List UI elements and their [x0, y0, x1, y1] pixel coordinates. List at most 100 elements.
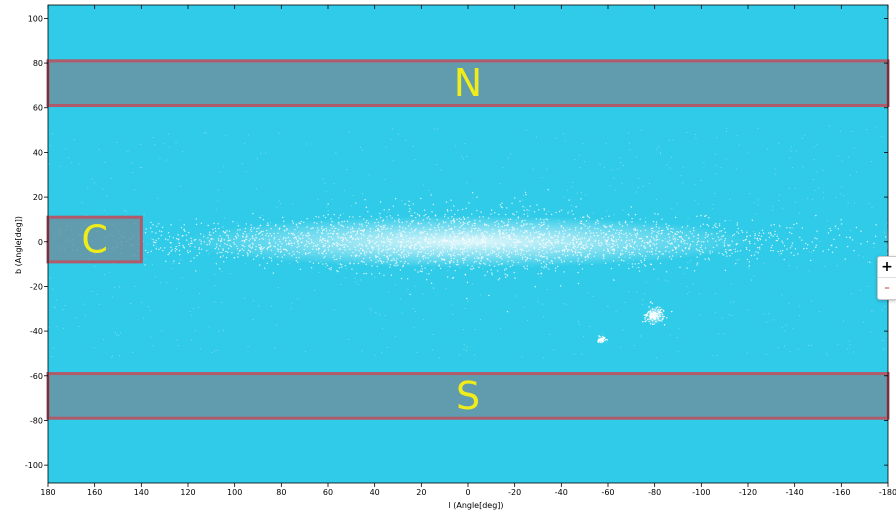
star-point	[450, 199, 452, 201]
star-point	[621, 182, 623, 184]
star-point	[461, 208, 464, 211]
star-point	[849, 230, 851, 232]
star-point	[826, 220, 828, 222]
star-point	[571, 250, 574, 253]
star-point	[476, 242, 478, 245]
zoom-in-button[interactable]: +	[878, 257, 896, 278]
star-point	[615, 239, 617, 241]
star-point	[507, 234, 509, 237]
star-point	[581, 192, 583, 194]
y-tick-label: 40	[33, 148, 43, 157]
y-tick-label: 0	[38, 238, 43, 247]
star-point	[496, 220, 498, 222]
star-point	[504, 224, 506, 227]
star-point	[428, 238, 430, 240]
star-point	[729, 198, 731, 200]
star-point	[884, 231, 886, 233]
star-point	[297, 243, 300, 245]
star-point	[160, 230, 163, 233]
star-point	[720, 166, 722, 168]
star-point	[788, 231, 791, 234]
star-point	[655, 314, 657, 317]
star-point	[608, 225, 611, 227]
star-point	[605, 240, 607, 243]
star-point	[333, 225, 335, 228]
star-point	[468, 240, 470, 243]
star-point	[672, 235, 675, 237]
star-point	[810, 300, 812, 302]
star-point	[50, 277, 52, 279]
star-point	[366, 225, 368, 227]
star-point	[208, 243, 211, 245]
star-point	[723, 242, 726, 244]
star-point	[676, 233, 678, 236]
star-point	[474, 222, 476, 225]
star-point	[608, 215, 610, 217]
star-point	[219, 235, 221, 237]
star-point	[409, 232, 411, 234]
star-point	[511, 202, 513, 204]
star-point	[753, 231, 755, 233]
star-point	[464, 247, 466, 250]
star-point	[256, 230, 258, 233]
star-point	[213, 274, 215, 276]
star-point	[649, 263, 652, 265]
star-point	[636, 233, 639, 235]
star-point	[289, 263, 291, 265]
star-point	[686, 293, 688, 295]
star-point	[686, 225, 689, 227]
star-point	[159, 247, 162, 249]
star-point	[566, 254, 569, 257]
star-point	[546, 245, 548, 247]
star-point	[277, 250, 279, 253]
star-point	[400, 256, 403, 259]
star-point	[386, 261, 388, 263]
star-point	[233, 242, 235, 244]
star-point	[656, 315, 659, 317]
star-point	[434, 227, 436, 229]
star-point	[410, 252, 412, 254]
star-point	[391, 238, 393, 241]
star-point	[503, 269, 506, 271]
x-tick-label: 60	[323, 488, 333, 497]
star-point	[453, 205, 455, 207]
star-point	[203, 241, 206, 243]
star-point	[871, 310, 873, 312]
star-point	[425, 213, 427, 216]
star-point	[279, 246, 282, 248]
star-point	[837, 343, 839, 345]
star-point	[194, 238, 197, 241]
star-point	[349, 262, 351, 264]
star-point	[572, 181, 574, 183]
star-point	[261, 214, 263, 216]
star-point	[260, 246, 262, 249]
star-point	[751, 219, 754, 222]
star-point	[557, 236, 559, 238]
star-point	[502, 244, 504, 246]
star-point	[415, 228, 417, 230]
star-point	[355, 234, 357, 236]
star-point	[491, 249, 493, 252]
star-point	[736, 224, 738, 226]
star-point	[288, 243, 290, 246]
zoom-out-button[interactable]: -	[884, 280, 890, 296]
star-point	[629, 142, 631, 144]
star-point	[152, 137, 154, 139]
star-point	[596, 232, 598, 234]
star-point	[155, 239, 157, 242]
star-point	[735, 243, 737, 246]
star-point	[584, 237, 586, 239]
star-point	[590, 243, 592, 246]
star-point	[476, 196, 478, 198]
star-point	[147, 305, 149, 307]
star-point	[778, 199, 780, 201]
star-point	[381, 328, 383, 330]
star-point	[686, 132, 688, 134]
star-point	[190, 260, 192, 262]
star-point	[567, 243, 569, 245]
star-point	[612, 245, 614, 248]
star-point	[638, 252, 640, 255]
star-point	[481, 257, 483, 260]
star-point	[542, 247, 545, 249]
